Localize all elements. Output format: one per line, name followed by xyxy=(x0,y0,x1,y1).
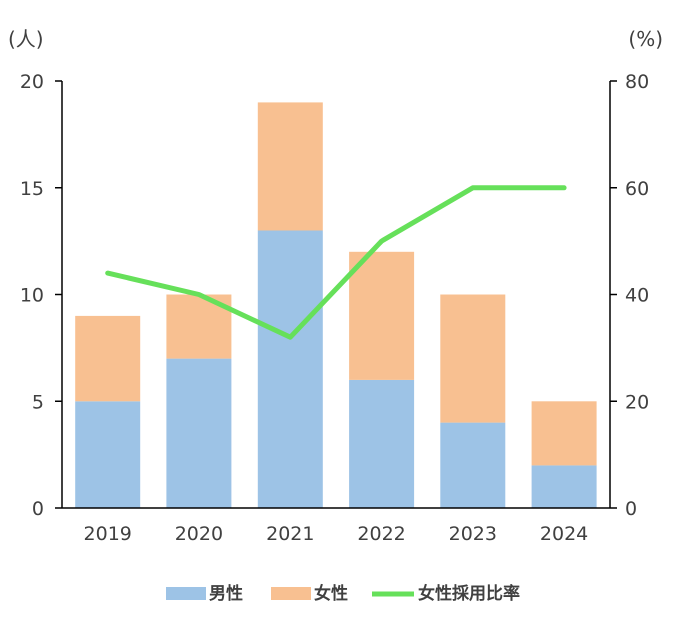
bar-male-2021 xyxy=(257,230,323,508)
bar-male-2024 xyxy=(531,465,597,508)
right-tick-label: 40 xyxy=(625,285,649,307)
legend-female-swatch xyxy=(271,587,311,600)
bar-male-2020 xyxy=(166,358,232,508)
x-tick-label-2023: 2023 xyxy=(449,523,497,545)
legend-male-swatch xyxy=(166,587,206,600)
right-tick-label: 80 xyxy=(625,71,649,93)
right-axis-unit: (%) xyxy=(628,27,663,51)
left-tick-label: 10 xyxy=(20,285,44,307)
bar-female-2019 xyxy=(75,315,141,402)
bar-female-2023 xyxy=(440,294,506,423)
right-tick-label: 60 xyxy=(625,178,649,200)
x-tick-label-2022: 2022 xyxy=(357,523,405,545)
right-tick-label: 0 xyxy=(625,498,637,520)
x-tick-label-2020: 2020 xyxy=(175,523,223,545)
left-tick-label: 20 xyxy=(20,71,44,93)
line-group xyxy=(105,185,567,340)
x-tick-label-2019: 2019 xyxy=(84,523,132,545)
x-tick-label-2024: 2024 xyxy=(540,523,588,545)
left-tick-label: 5 xyxy=(32,391,44,413)
bar-female-2021 xyxy=(257,102,323,231)
line-female-ratio xyxy=(105,185,567,340)
left-tick-label: 0 xyxy=(32,498,44,520)
bar-female-2022 xyxy=(349,251,415,380)
legend-male-label: 男性 xyxy=(209,583,243,604)
left-tick-label: 15 xyxy=(20,178,44,200)
bar-male-2023 xyxy=(440,422,506,508)
bar-male-2022 xyxy=(349,379,415,508)
legend: 男性 女性 女性採用比率 xyxy=(166,583,520,604)
bar-female-2024 xyxy=(531,401,597,466)
legend-female-label: 女性 xyxy=(314,583,348,604)
left-axis-unit: (人) xyxy=(8,27,44,51)
right-tick-label: 20 xyxy=(625,391,649,413)
legend-female-ratio-label: 女性採用比率 xyxy=(418,583,520,604)
axes-group: 0 5 10 15 20 0 20 40 60 80 2019 2020 2021 2022 2023 202… xyxy=(20,71,649,545)
bars-group xyxy=(75,102,597,509)
bar-male-2019 xyxy=(75,401,141,509)
x-tick-label-2021: 2021 xyxy=(266,523,314,545)
